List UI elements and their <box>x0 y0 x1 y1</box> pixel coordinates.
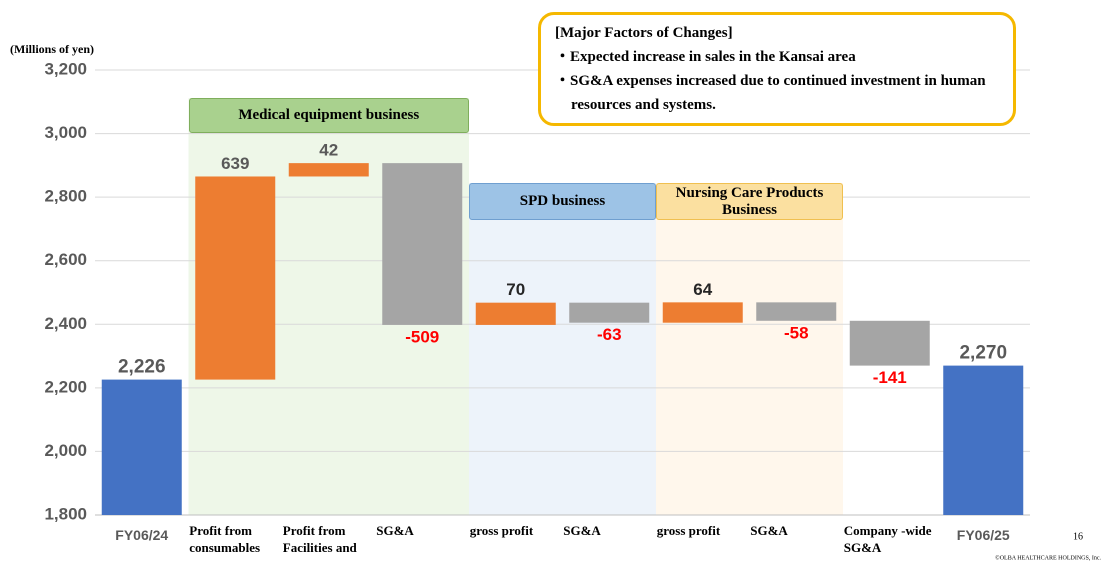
bar <box>756 302 837 321</box>
x-tick-label: SG&A <box>376 523 414 538</box>
bar <box>101 379 182 515</box>
note-item: ・Expected increase in sales in the Kansa… <box>555 49 856 65</box>
x-tick-label: gross profit <box>656 523 721 538</box>
x-tick-label: Company -wide SG&A <box>843 523 932 555</box>
value-label: 42 <box>319 141 338 160</box>
x-tick-label: FY06/25 <box>956 527 1010 543</box>
value-label: 70 <box>506 280 525 299</box>
group-label: Medical equipment business <box>188 98 469 133</box>
y-tick-label: 1,800 <box>44 504 87 523</box>
x-tick-label: FY06/24 <box>115 527 169 543</box>
y-tick-label: 2,400 <box>44 314 87 333</box>
value-label: 639 <box>221 154 249 173</box>
bar <box>382 163 463 325</box>
bar <box>195 176 276 380</box>
group-background <box>469 183 656 515</box>
value-label: 2,270 <box>959 343 1007 364</box>
y-axis-label: (Millions of yen) <box>10 42 94 56</box>
bar <box>288 163 369 177</box>
y-tick-label: 2,000 <box>44 441 87 460</box>
bar <box>569 302 650 323</box>
group-label: SPD business <box>469 183 656 220</box>
bar <box>943 365 1024 515</box>
group-background <box>656 183 843 515</box>
value-label: -63 <box>597 325 622 344</box>
bar <box>849 320 930 366</box>
value-label: -141 <box>873 368 907 387</box>
group-label: Nursing Care Products Business <box>656 183 843 220</box>
x-tick-label: Profit from Facilities and <box>282 523 357 555</box>
note-title: [Major Factors of Changes] <box>555 25 733 41</box>
page-number: 16 <box>1073 531 1083 542</box>
x-tick-label: gross profit <box>469 523 534 538</box>
value-label: 2,226 <box>118 357 166 378</box>
value-label: -58 <box>784 323 809 342</box>
y-tick-label: 3,200 <box>44 59 87 78</box>
y-tick-label: 3,000 <box>44 123 87 142</box>
x-tick-label: SG&A <box>750 523 788 538</box>
bar <box>662 302 743 323</box>
copyright: ©OLBA HEALTHCARE HOLDINGS, Inc. <box>995 554 1101 561</box>
y-tick-label: 2,600 <box>44 250 87 269</box>
y-tick-label: 2,800 <box>44 187 87 206</box>
x-tick-label: SG&A <box>563 523 601 538</box>
y-tick-label: 2,200 <box>44 377 87 396</box>
note-item: ・SG&A expenses increased due to continue… <box>555 73 986 113</box>
value-label: 64 <box>693 280 712 299</box>
note-box: [Major Factors of Changes] ・Expected inc… <box>538 12 1016 126</box>
x-tick-label: Profit from consumables <box>189 523 261 555</box>
bar <box>475 302 556 325</box>
value-label: -509 <box>405 327 439 346</box>
